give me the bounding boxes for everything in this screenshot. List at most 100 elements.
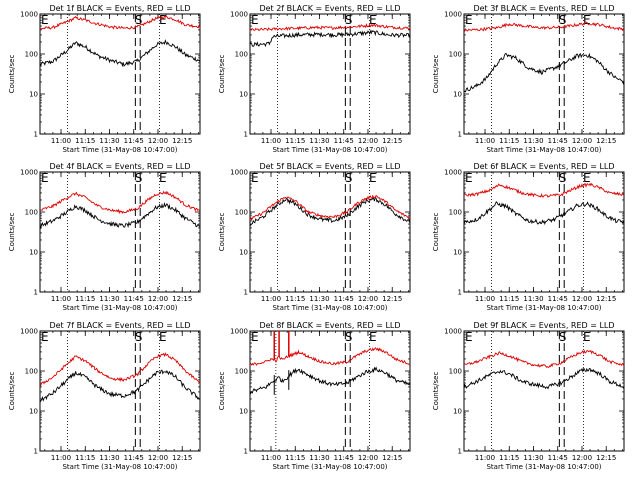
x-tick-label: 11:00 [261, 137, 281, 145]
marker-e2: E [583, 13, 591, 27]
y-tick-label: 10 [453, 91, 462, 99]
x-axis-label: Start Time (31-May-08 10:47:00) [486, 304, 601, 312]
series-events-line [39, 369, 201, 403]
marker-s: S [135, 330, 143, 344]
y-tick-label: 100 [235, 209, 248, 217]
panel-det-1: Det 1f BLACK = Events, RED = LLD 1 10 100 10… [8, 4, 201, 154]
marker-e2: E [369, 171, 377, 185]
y-tick-label: 1000 [20, 169, 38, 177]
x-tick-label: 12:00 [572, 137, 592, 145]
series-lld-line [249, 22, 411, 32]
x-tick-label: 12:00 [358, 454, 378, 462]
series-events-line [249, 29, 411, 48]
panel-det-3: Det 3f BLACK = Events, RED = LLD 1 10 100 10… [432, 4, 625, 154]
marker-e2: E [369, 330, 377, 344]
x-tick-label: 11:45 [334, 295, 354, 303]
x-tick-label: 11:45 [548, 295, 568, 303]
x-tick-label: 11:30 [309, 137, 329, 145]
y-tick-label: 100 [449, 51, 462, 59]
y-tick-label: 100 [235, 51, 248, 59]
y-tick-label: 1000 [444, 11, 462, 19]
panel-det-9: Det 9f BLACK = Events, RED = LLD 1 10 100 10… [432, 321, 625, 471]
marker-s: S [559, 13, 567, 27]
y-axis-label: Counts/sec [432, 372, 440, 411]
y-tick-label: 1000 [444, 169, 462, 177]
x-tick-label: 11:15 [285, 295, 305, 303]
y-axis-label: Counts/sec [432, 55, 440, 94]
y-tick-label: 1000 [230, 11, 248, 19]
x-axis-label: Start Time (31-May-08 10:47:00) [272, 463, 387, 471]
x-tick-label: 11:15 [499, 454, 519, 462]
y-tick-label: 1000 [230, 328, 248, 336]
marker-s: S [345, 13, 353, 27]
x-axis-label: Start Time (31-May-08 10:47:00) [486, 146, 601, 154]
x-tick-label: 11:30 [99, 295, 119, 303]
x-tick-label: 12:00 [572, 454, 592, 462]
series-events-line [249, 196, 411, 226]
marker-s: S [559, 330, 567, 344]
x-tick-label: 12:15 [172, 454, 192, 462]
x-tick-label: 12:15 [382, 295, 402, 303]
y-axis-label: Counts/sec [218, 55, 226, 94]
x-tick-label: 11:00 [475, 137, 495, 145]
y-tick-label: 10 [239, 249, 248, 257]
x-tick-label: 11:45 [124, 295, 144, 303]
series-events-line [463, 52, 625, 93]
y-tick-label: 1 [244, 131, 248, 139]
plot-frame [463, 13, 625, 135]
x-tick-label: 11:30 [523, 295, 543, 303]
x-tick-label: 12:00 [572, 295, 592, 303]
marker-e2: E [583, 171, 591, 185]
y-tick-label: 1000 [230, 169, 248, 177]
marker-s: S [345, 330, 353, 344]
x-tick-label: 12:00 [148, 295, 168, 303]
panel-title: Det 7f BLACK = Events, RED = LLD [49, 321, 190, 330]
y-axis-label: Counts/sec [432, 213, 440, 252]
panel-det-6: Det 6f BLACK = Events, RED = LLD 1 10 100 10… [432, 162, 625, 312]
marker-e2: E [369, 13, 377, 27]
x-tick-label: 12:15 [382, 454, 402, 462]
marker-s: S [135, 13, 143, 27]
panel-title: Det 3f BLACK = Events, RED = LLD [473, 4, 614, 13]
y-tick-label: 1 [34, 448, 38, 456]
plot-frame [39, 13, 201, 135]
x-tick-label: 11:45 [334, 454, 354, 462]
y-tick-label: 100 [235, 368, 248, 376]
y-axis-label: Counts/sec [8, 213, 16, 252]
x-tick-label: 11:15 [285, 137, 305, 145]
x-tick-label: 11:30 [309, 295, 329, 303]
x-tick-label: 11:45 [548, 137, 568, 145]
y-tick-label: 100 [449, 209, 462, 217]
marker-e1: E [465, 171, 473, 185]
y-tick-label: 10 [239, 91, 248, 99]
x-tick-label: 12:00 [358, 137, 378, 145]
marker-e1: E [41, 171, 49, 185]
y-axis-label: Counts/sec [218, 213, 226, 252]
y-tick-label: 1000 [444, 328, 462, 336]
marker-e1: E [465, 13, 473, 27]
series-events-line [39, 39, 201, 68]
x-tick-label: 11:00 [51, 137, 71, 145]
marker-s: S [135, 171, 143, 185]
panel-det-4: Det 4f BLACK = Events, RED = LLD 1 10 100 10… [8, 162, 201, 312]
x-tick-label: 11:30 [99, 454, 119, 462]
x-tick-label: 11:00 [51, 454, 71, 462]
x-tick-label: 11:00 [51, 295, 71, 303]
x-axis-label: Start Time (31-May-08 10:47:00) [62, 463, 177, 471]
marker-e2: E [159, 330, 167, 344]
x-tick-label: 12:00 [358, 295, 378, 303]
x-tick-label: 12:15 [596, 454, 616, 462]
y-tick-label: 10 [29, 408, 38, 416]
y-tick-label: 1000 [20, 328, 38, 336]
x-axis-label: Start Time (31-May-08 10:47:00) [272, 304, 387, 312]
x-tick-label: 12:00 [148, 137, 168, 145]
y-axis-label: Counts/sec [218, 372, 226, 411]
marker-e1: E [41, 330, 49, 344]
x-tick-label: 11:45 [124, 454, 144, 462]
plot-frame [39, 330, 201, 452]
y-tick-label: 1 [244, 448, 248, 456]
plot-frame [463, 171, 625, 293]
y-tick-label: 1 [458, 289, 462, 297]
x-tick-label: 11:30 [523, 454, 543, 462]
